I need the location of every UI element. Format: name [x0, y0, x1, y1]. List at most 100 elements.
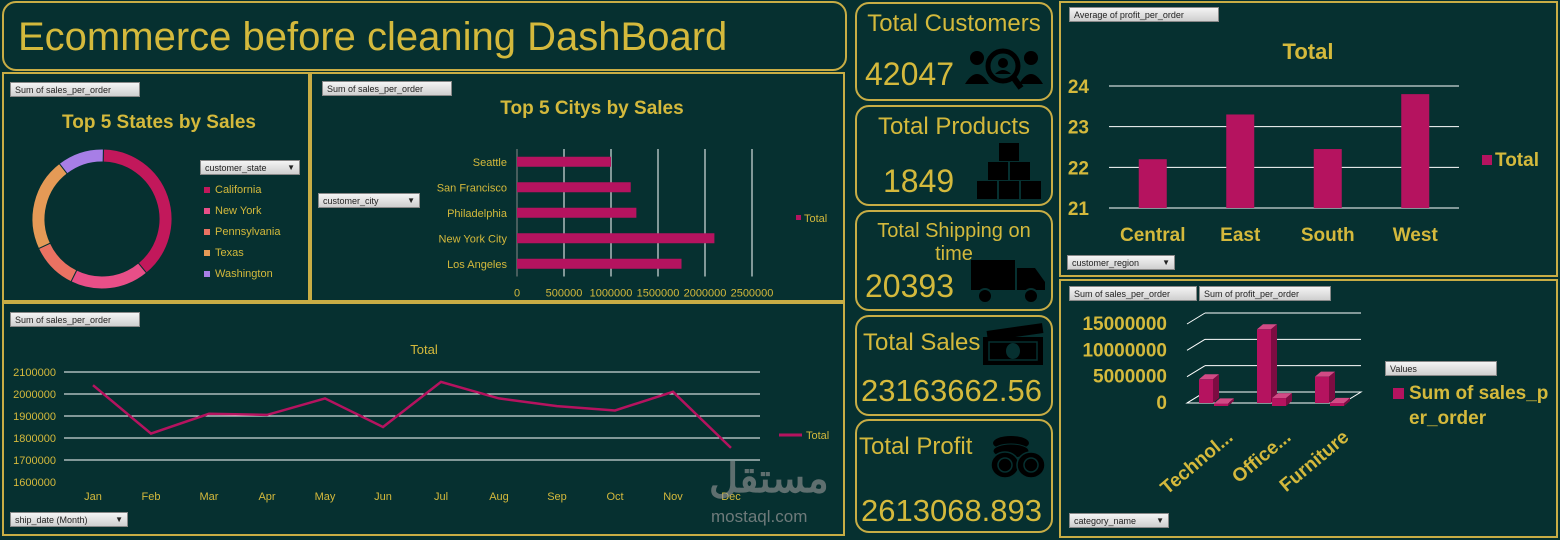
bar[interactable] [1257, 329, 1271, 403]
y-tick-label: 1900000 [13, 411, 56, 423]
watermark-arabic: مستقل [709, 457, 829, 501]
y-tick-label: 23 [1068, 118, 1089, 139]
x-tick-label: West [1393, 225, 1439, 246]
customer-region-filter[interactable]: customer_region ▼ [1067, 255, 1175, 270]
bar-side [1329, 371, 1335, 403]
bar[interactable] [1401, 94, 1430, 208]
legend-item[interactable]: Texas [204, 243, 280, 264]
x-tick-label: Central [1120, 225, 1185, 246]
cities-chart-panel: Sum of sales_per_order Top 5 Citys by Sa… [310, 72, 845, 302]
states-legend: California New York Pennsylvania Texas Washi… [204, 180, 280, 285]
region-field-tag[interactable]: Average of profit_per_order [1069, 7, 1219, 22]
y-tick-label: 2100000 [13, 367, 56, 379]
region-chart-title: Total [1283, 39, 1334, 64]
category-bar-chart: 150000001000000050000000Technol...Office… [1082, 312, 1363, 499]
bar[interactable] [517, 182, 631, 193]
bar[interactable] [517, 258, 682, 269]
x-tick-label: 1000000 [590, 288, 633, 300]
filter-icon: ▼ [287, 163, 295, 172]
kpi-customers-label: Total Customers [867, 10, 1041, 37]
bar[interactable] [1199, 379, 1213, 403]
x-tick-label: South [1301, 225, 1355, 246]
bar[interactable] [1214, 403, 1228, 406]
months-field-tag[interactable]: Sum of sales_per_order [10, 312, 140, 327]
bar[interactable] [1226, 114, 1255, 208]
filter-icon: ▼ [1156, 516, 1164, 525]
states-chart-panel: Sum of sales_per_order Top 5 States by S… [2, 72, 310, 302]
donut-slice[interactable] [37, 242, 78, 283]
x-tick-label: Jul [434, 491, 448, 503]
ship-date-filter-label: ship_date (Month) [15, 515, 88, 525]
donut-slice[interactable] [102, 148, 173, 274]
legend-label: California [215, 184, 262, 196]
header-panel: Ecommerce before cleaning DashBoard [2, 1, 847, 71]
y-tick-label: San Francisco [437, 182, 507, 194]
filter-icon: ▼ [1162, 258, 1170, 267]
cities-chart-title: Top 5 Citys by Sales [500, 98, 684, 119]
y-tick-label: 1700000 [13, 455, 56, 467]
series-line[interactable] [92, 380, 732, 449]
x-tick-label: Jan [84, 491, 102, 503]
kpi-sales-card: Total Sales 23163662.56 [855, 315, 1053, 416]
customer-city-filter[interactable]: customer_city ▼ [318, 193, 420, 208]
ship-date-filter[interactable]: ship_date (Month) ▼ [10, 512, 128, 527]
x-tick-label: Apr [258, 491, 275, 503]
kpi-shipping-label: Total Shipping on time [877, 220, 1031, 265]
x-tick-label: 0 [514, 288, 520, 300]
bar[interactable] [517, 233, 715, 244]
legend-label: Pennsylvania [215, 226, 281, 238]
bar[interactable] [1313, 149, 1342, 208]
legend-item[interactable]: New York [204, 201, 280, 222]
bar[interactable] [1272, 398, 1286, 406]
money-icon [983, 323, 1044, 365]
states-chart-title: Top 5 States by Sales [62, 112, 256, 133]
gridline [1186, 312, 1206, 325]
y-tick-label: 10000000 [1082, 340, 1167, 361]
cities-field-tag[interactable]: Sum of sales_per_order [322, 81, 452, 96]
bar-top [1257, 324, 1277, 330]
category-chart-panel: Sum of sales_per_order Sum of profit_per… [1059, 279, 1558, 538]
bar[interactable] [517, 207, 637, 218]
legend-item[interactable]: California [204, 180, 280, 201]
bar-top [1272, 393, 1292, 399]
kpi-products-card: Total Products 1849 [855, 105, 1053, 206]
customer-city-filter-label: customer_city [323, 196, 379, 206]
category-name-filter-label: category_name [1074, 516, 1137, 526]
values-tag[interactable]: Values [1385, 361, 1497, 376]
x-tick-label: Sep [547, 491, 567, 503]
category-name-filter[interactable]: category_name ▼ [1069, 513, 1169, 528]
x-tick-label: Feb [142, 491, 161, 503]
x-tick-label: Nov [663, 491, 683, 503]
bar[interactable] [1315, 376, 1329, 403]
legend-swatch [204, 250, 210, 257]
y-tick-label: Philadelphia [447, 208, 508, 220]
y-tick-label: 5000000 [1093, 367, 1167, 388]
legend-swatch [204, 271, 210, 278]
bar[interactable] [1330, 402, 1344, 406]
kpi-sales-label: Total Sales [863, 329, 981, 356]
legend-label: Total [806, 430, 829, 442]
donut-slice[interactable] [31, 162, 68, 250]
customer-state-filter[interactable]: customer_state ▼ [200, 160, 300, 175]
legend-label: New York [215, 205, 262, 217]
donut-slice[interactable] [70, 262, 148, 290]
bar-side [1228, 398, 1234, 406]
y-tick-label: 0 [1156, 393, 1167, 414]
category-profit-tag[interactable]: Sum of profit_per_order [1199, 286, 1331, 301]
donut-slice[interactable] [58, 148, 104, 175]
x-tick-label: Oct [606, 491, 623, 503]
kpi-profit-label: Total Profit [859, 433, 973, 460]
y-tick-label: 15000000 [1082, 314, 1167, 335]
legend-swatch [204, 229, 210, 236]
legend-item[interactable]: Pennsylvania [204, 222, 280, 243]
y-tick-label: Seattle [473, 157, 507, 169]
x-tick-label: 2500000 [731, 288, 774, 300]
bar[interactable] [1138, 159, 1167, 208]
bar[interactable] [517, 156, 611, 167]
category-sales-tag[interactable]: Sum of sales_per_order [1069, 286, 1197, 301]
states-field-tag[interactable]: Sum of sales_per_order [10, 82, 140, 97]
category-legend-swatch [1393, 388, 1404, 399]
legend-item[interactable]: Washington [204, 264, 280, 285]
filter-icon: ▼ [407, 196, 415, 205]
customer-state-filter-label: customer_state [205, 163, 267, 173]
